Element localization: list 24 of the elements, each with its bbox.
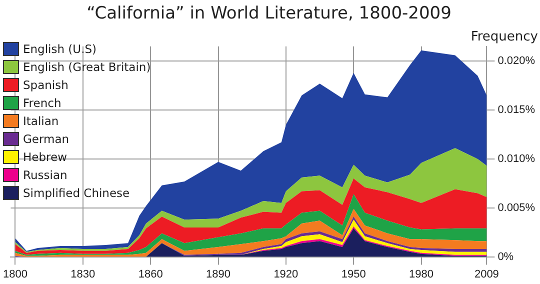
y-tick-label: 0.015% — [498, 104, 536, 116]
legend-label: Simplified Chinese — [23, 186, 130, 200]
y-axis-title: Frequency — [470, 29, 538, 44]
x-tick-label: 1950 — [341, 268, 366, 280]
y-tick-label: 0% — [498, 250, 514, 263]
x-tick-label: 2009 — [474, 268, 499, 280]
legend-label: English (Great Britain) — [23, 60, 151, 74]
legend-label: Spanish — [23, 78, 68, 92]
x-tick-label: 1890 — [206, 268, 230, 280]
legend-label: Hebrew — [23, 150, 67, 164]
x-tick-label: 1800 — [2, 268, 28, 280]
x-tick-label: 1920 — [274, 268, 298, 280]
x-tick-label: 1830 — [70, 268, 96, 280]
y-tick-label: 0.010% — [498, 152, 536, 165]
legend-label: French — [23, 96, 62, 110]
x-tick-label: 1980 — [409, 268, 434, 280]
x-tick-label: 1860 — [138, 268, 163, 280]
y-tick-label: 0.005% — [498, 202, 536, 214]
y-tick-label: 0.020% — [498, 55, 536, 68]
legend-label: Italian — [23, 114, 59, 128]
legend-label: German — [23, 132, 70, 146]
legend-label: Russian — [23, 168, 68, 182]
legend-label: English (U.S) — [23, 42, 97, 56]
chart-title: “California” in World Literature, 1800-2009 — [86, 4, 452, 24]
